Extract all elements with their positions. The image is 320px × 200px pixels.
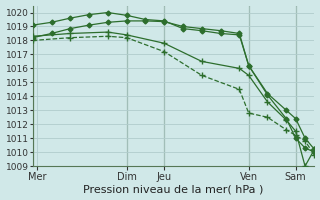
X-axis label: Pression niveau de la mer( hPa ): Pression niveau de la mer( hPa )	[84, 184, 264, 194]
